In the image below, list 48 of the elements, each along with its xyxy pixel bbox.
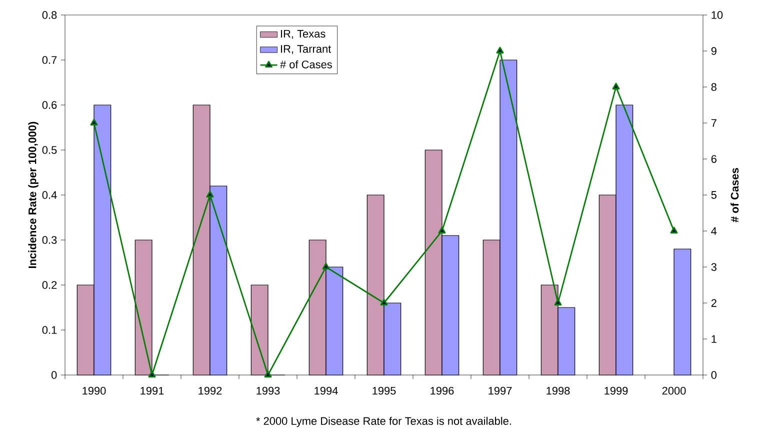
y2-axis-title: # of Cases [730, 168, 739, 222]
point [496, 46, 504, 54]
x-tick-label: 2000 [662, 386, 686, 395]
x-tick-label: 1997 [488, 386, 512, 395]
y2-tick-label: 6 [711, 155, 716, 163]
y2-tick-label: 8 [711, 83, 716, 91]
y2-tick-label: 0 [711, 371, 717, 379]
y-tick-label: 0.5 [42, 146, 57, 154]
point [264, 370, 272, 378]
x-tick-label: 1998 [546, 386, 570, 395]
x-tick-label: 1999 [604, 386, 628, 395]
y-tick-label: 0.4 [42, 191, 57, 199]
y-axis-title: Incidence Rate (per 100,000) [28, 122, 38, 268]
point [380, 298, 388, 306]
x-tick-label: 1991 [140, 386, 164, 395]
x-tick-label: 1995 [372, 386, 396, 395]
y2-tick-label: 3 [711, 263, 716, 271]
x-tick-label: 1993 [256, 386, 280, 395]
y-tick-label: 0.3 [42, 236, 57, 244]
point [90, 118, 98, 126]
x-tick-label: 1996 [430, 386, 454, 395]
y-tick-label: 0.6 [42, 101, 57, 109]
y2-tick-label: 4 [711, 227, 717, 235]
y2-tick-label: 1 [712, 335, 716, 343]
text: * 2000 Lyme Disease Rate for Texas is not available. [256, 416, 511, 428]
legend-label: IR, Tarrant [281, 45, 332, 54]
x-tick-label: 1992 [198, 386, 222, 395]
y-tick-label: 0 [51, 371, 57, 379]
x-tick-label: 1994 [314, 386, 338, 395]
legend-label: # of Cases [280, 60, 332, 68]
point [670, 226, 678, 234]
y2-tick-label: 10 [712, 11, 723, 19]
point [148, 370, 156, 378]
point [554, 298, 562, 306]
y2-tick-label: 9 [711, 47, 716, 55]
point [206, 190, 214, 198]
y2-tick-label: 2 [711, 299, 716, 307]
legend-label: IR, Texas [281, 30, 326, 39]
y-tick-label: 0.8 [42, 11, 57, 19]
point [322, 262, 330, 270]
y2-tick-label: 7 [711, 119, 716, 127]
y2-tick-label: 5 [711, 191, 716, 199]
y-tick-label: 0.1 [42, 326, 57, 334]
point [438, 226, 446, 234]
point [612, 82, 620, 90]
y-tick-label: 0.7 [42, 56, 57, 64]
x-tick-label: 1990 [82, 386, 106, 395]
y-tick-label: 0.2 [42, 281, 57, 289]
